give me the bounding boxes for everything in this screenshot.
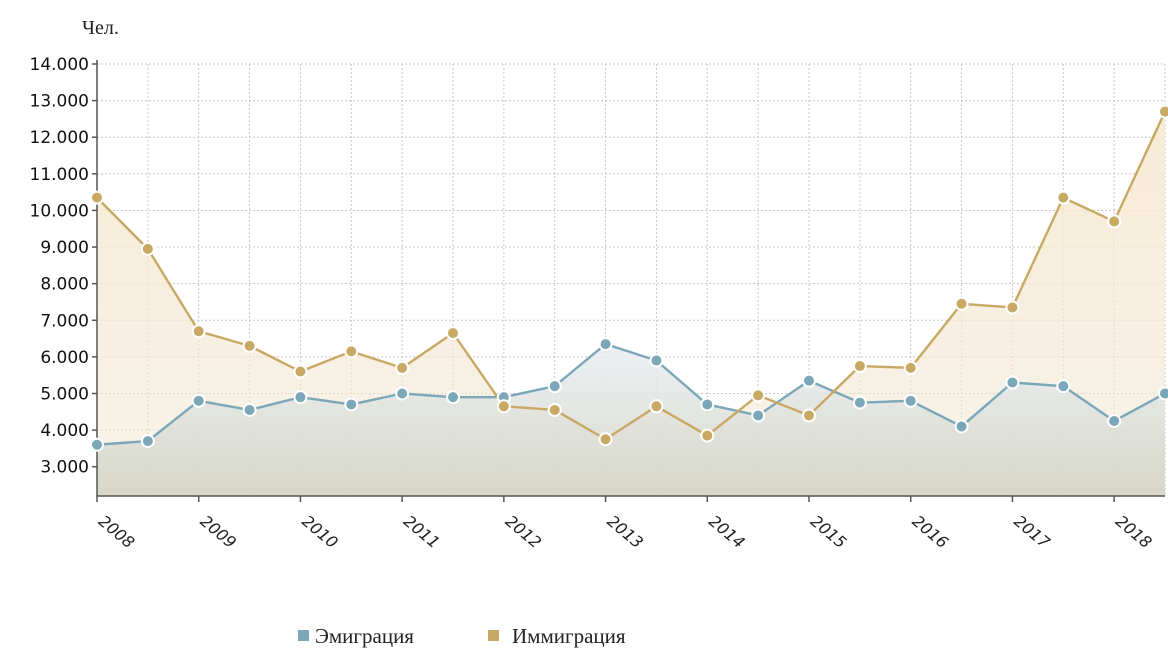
data-point-immigration[interactable]	[191, 324, 206, 339]
data-point-emigration[interactable]	[140, 434, 155, 449]
data-point-emigration[interactable]	[1107, 413, 1122, 428]
data-point-emigration[interactable]	[852, 395, 867, 410]
data-point-immigration[interactable]	[140, 241, 155, 256]
data-point-immigration[interactable]	[1158, 104, 1168, 119]
y-tick-label: 14.000	[30, 55, 89, 75]
series-points	[90, 104, 1168, 452]
data-point-immigration[interactable]	[802, 408, 816, 423]
area-immigration	[97, 111, 1165, 496]
data-point-emigration[interactable]	[446, 390, 460, 405]
x-tick-label: 2009	[197, 511, 240, 552]
area-emigration	[97, 344, 1165, 496]
data-point-immigration[interactable]	[242, 338, 257, 353]
data-point-immigration[interactable]	[700, 428, 715, 443]
legend-swatch-emigration	[298, 630, 309, 641]
data-point-emigration[interactable]	[191, 393, 206, 408]
y-tick-label: 11.000	[30, 165, 89, 185]
data-point-emigration[interactable]	[242, 402, 257, 417]
data-point-immigration[interactable]	[649, 399, 664, 414]
y-tick-label: 6.000	[40, 348, 89, 368]
legend-label-emigration[interactable]: Эмиграция	[315, 624, 414, 648]
data-point-emigration[interactable]	[344, 397, 359, 412]
data-point-emigration[interactable]	[598, 337, 613, 352]
data-point-emigration[interactable]	[903, 393, 918, 408]
y-tick-label: 12.000	[30, 128, 89, 148]
data-point-emigration[interactable]	[751, 408, 766, 423]
data-point-emigration[interactable]	[547, 379, 562, 394]
x-tick-label: 2012	[502, 511, 545, 552]
legend-label-immigration[interactable]: Иммиграция	[512, 624, 626, 648]
data-point-immigration[interactable]	[598, 432, 613, 447]
series-lines	[96, 111, 1167, 446]
data-point-emigration[interactable]	[1005, 375, 1020, 390]
data-point-immigration[interactable]	[395, 360, 410, 375]
data-point-immigration[interactable]	[954, 296, 969, 311]
data-point-emigration[interactable]	[395, 386, 410, 401]
data-point-emigration[interactable]	[1056, 379, 1071, 394]
y-tick-label: 7.000	[40, 311, 89, 331]
data-point-immigration[interactable]	[496, 399, 511, 414]
data-point-emigration[interactable]	[802, 373, 816, 388]
y-tick-label: 9.000	[40, 238, 89, 258]
x-tick-label: 2014	[705, 511, 748, 552]
data-point-emigration[interactable]	[293, 390, 308, 405]
x-tick-label: 2013	[603, 511, 646, 552]
y-tick-label: 13.000	[30, 92, 89, 112]
data-point-emigration[interactable]	[1158, 386, 1168, 401]
data-point-immigration[interactable]	[90, 190, 104, 205]
area-fills	[97, 111, 1165, 496]
x-tick-label: 2011	[400, 511, 443, 552]
data-point-emigration[interactable]	[954, 419, 969, 434]
x-tick-label: 2015	[807, 511, 850, 552]
legend: Эмиграция Иммиграция	[298, 624, 626, 648]
data-point-immigration[interactable]	[852, 359, 867, 374]
data-point-emigration[interactable]	[700, 397, 715, 412]
data-point-immigration[interactable]	[1056, 190, 1071, 205]
data-point-immigration[interactable]	[903, 360, 918, 375]
x-tick-label: 2017	[1010, 511, 1054, 552]
x-tick-label: 2018	[1112, 511, 1155, 552]
y-tick-label: 5.000	[40, 384, 89, 404]
x-tick-labels: 2008 2009 2010 2011 2012 2013 2014 2015 2016 2017…	[95, 511, 1156, 552]
y-tick-labels: 3.000 4.000 5.000 6.000 7.000 8.000 9.000 10.00…	[30, 55, 89, 478]
x-tick-label: 2008	[95, 511, 138, 552]
y-axis-title: Чел.	[82, 17, 119, 39]
data-point-immigration[interactable]	[344, 344, 359, 359]
data-point-immigration[interactable]	[446, 326, 460, 341]
axes	[92, 60, 1165, 502]
y-tick-label: 8.000	[40, 275, 89, 295]
data-point-immigration[interactable]	[293, 364, 308, 379]
data-point-immigration[interactable]	[547, 402, 562, 417]
data-point-immigration[interactable]	[751, 388, 766, 403]
data-point-emigration[interactable]	[649, 353, 664, 368]
legend-swatch-immigration	[488, 630, 499, 641]
data-point-immigration[interactable]	[1107, 214, 1122, 229]
y-tick-label: 10.000	[30, 201, 89, 221]
y-tick-label: 4.000	[40, 421, 89, 441]
data-point-immigration[interactable]	[1005, 300, 1020, 315]
series-line-immigration	[96, 111, 1167, 441]
data-point-emigration[interactable]	[90, 437, 104, 452]
x-tick-label: 2016	[909, 511, 952, 552]
x-tick-label: 2010	[298, 511, 341, 552]
y-tick-label: 3.000	[40, 458, 89, 478]
series-line-emigration	[96, 342, 1166, 446]
